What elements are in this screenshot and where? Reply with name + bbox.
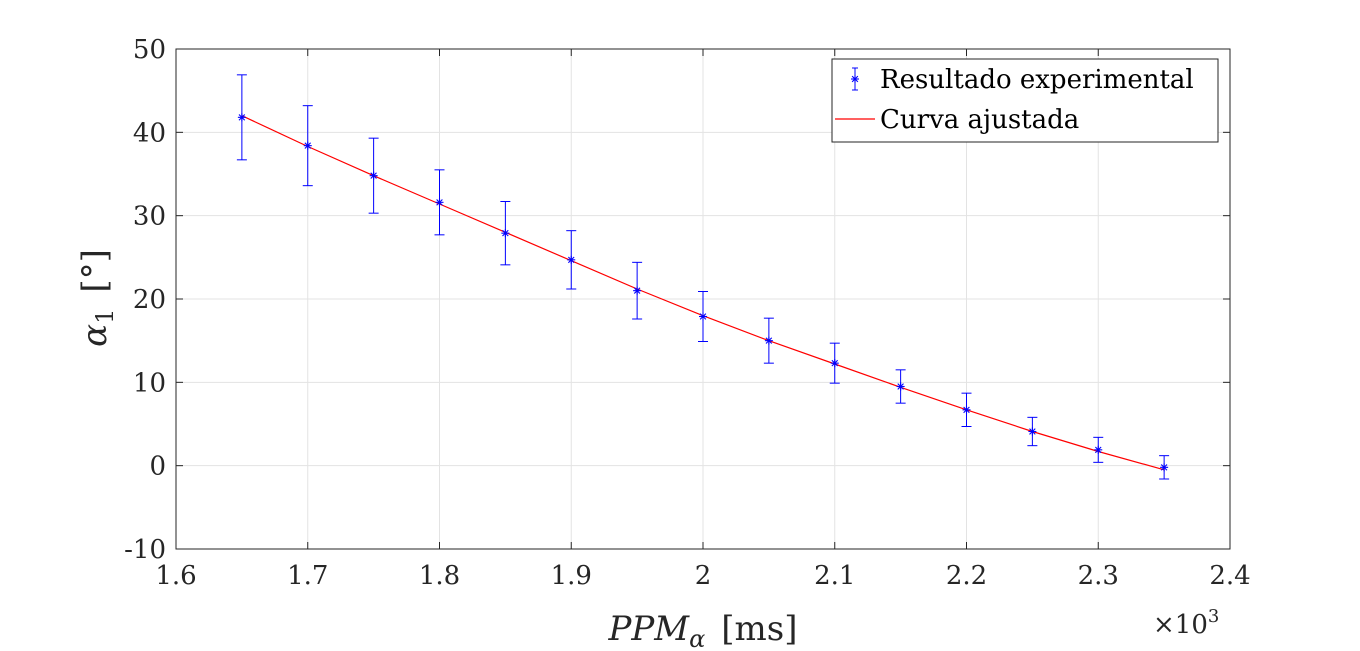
data-point (1027, 416, 1038, 447)
x-tick-label: 1.9 (551, 561, 592, 591)
data-point (1093, 436, 1104, 463)
asterisk-marker (633, 286, 642, 295)
data-point (763, 317, 774, 364)
y-axis-label: α1[°] (75, 249, 119, 347)
data-point (829, 342, 840, 384)
legend-label-experimental: Resultado experimental (880, 65, 1194, 95)
data-point (566, 230, 577, 290)
y-tick-labels: -10 0 10 20 30 40 50 (124, 35, 166, 565)
asterisk-marker (699, 312, 707, 321)
data-point (961, 392, 972, 427)
legend-entry-experimental: Resultado experimental (851, 65, 1194, 95)
y-tick-label: 0 (149, 452, 166, 482)
legend-asterisk-marker (851, 75, 859, 83)
x-tick-label: 2 (695, 561, 712, 591)
x-tick-label: 1.7 (287, 561, 328, 591)
asterisk-marker (1094, 445, 1103, 454)
y-tick-label: 10 (133, 368, 166, 398)
plot-frame (175, 48, 1231, 550)
x-tick-label: 2.2 (946, 561, 987, 591)
data-point (302, 105, 313, 187)
asterisk-marker (962, 405, 971, 414)
asterisk-marker (1028, 427, 1037, 436)
x-axis-label: PPMα [ms] (607, 609, 797, 651)
legend-marker-errorbar-icon (851, 67, 859, 91)
data-point (434, 169, 445, 236)
legend-entry-fitted: Curva ajustada (835, 105, 1079, 135)
y-tick-label: 40 (133, 118, 166, 148)
data-point (698, 291, 708, 342)
x-tick-label: 2.1 (814, 561, 855, 591)
data-point (895, 369, 906, 404)
x-axis-exponent: ×103 (1153, 606, 1219, 640)
x-tick-label: 2.3 (1078, 561, 1119, 591)
asterisk-marker (435, 198, 444, 207)
data-point (632, 261, 643, 320)
asterisk-marker (1160, 463, 1169, 472)
legend: Resultado experimental Curva ajustada (831, 58, 1219, 143)
asterisk-marker (237, 113, 246, 122)
y-tick-label: 50 (133, 35, 166, 65)
asterisk-marker (369, 171, 378, 180)
x-tick-label: 1.8 (419, 561, 460, 591)
asterisk-marker (896, 382, 905, 391)
y-tick-label: 30 (133, 202, 166, 232)
x-tick-labels: 1.6 1.7 1.8 1.9 2 2.1 2.2 2.3 2.4 (155, 561, 1250, 591)
asterisk-marker (567, 255, 576, 264)
data-point (236, 74, 247, 161)
experimental-series (236, 74, 1170, 480)
legend-label-fitted: Curva ajustada (880, 105, 1079, 135)
x-tick-label: 1.6 (155, 561, 196, 591)
asterisk-marker (830, 359, 839, 368)
data-point (500, 201, 511, 266)
y-tick-label: -10 (124, 535, 166, 565)
y-tick-label: 20 (133, 285, 166, 315)
data-point (1159, 455, 1170, 480)
legend-box (831, 58, 1219, 143)
asterisk-marker (764, 336, 773, 345)
asterisk-marker (303, 141, 312, 150)
asterisk-marker (501, 229, 510, 238)
data-point (368, 137, 379, 214)
x-tick-label: 2.4 (1209, 561, 1250, 591)
